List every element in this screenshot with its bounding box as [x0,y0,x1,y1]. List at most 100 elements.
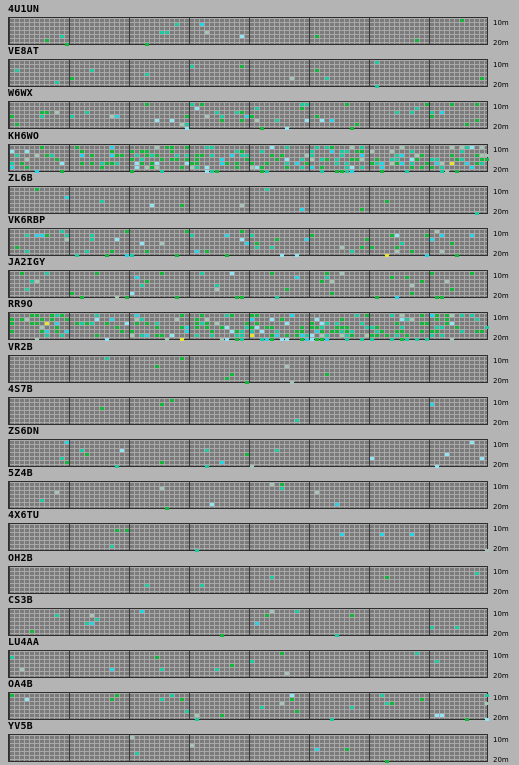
signal-cell [125,296,129,300]
signal-cell [130,334,134,338]
signal-cell [125,529,129,533]
signal-cell [180,123,184,127]
signal-cell [195,322,199,326]
signal-cell [445,280,449,284]
signal-cell [190,103,194,107]
signal-cell [395,234,399,237]
signal-cell [270,483,274,487]
band-label-10m: 10m [493,483,509,492]
signal-cell [235,330,239,334]
signal-cell [55,326,59,330]
signal-cell [460,330,464,334]
signal-cell [210,169,214,173]
signal-cell [10,656,14,659]
signal-cell [65,234,69,237]
signal-cell [150,153,154,157]
signal-cell [25,318,29,322]
band-label-20m: 20m [493,123,509,132]
signal-cell [340,149,344,153]
propagation-grid [8,143,489,173]
band-label-10m: 10m [493,145,509,154]
signal-cell [100,406,104,410]
signal-cell [235,165,239,169]
propagation-grid [8,101,488,131]
signal-cell [160,272,164,276]
signal-cell [245,380,249,384]
signal-cell [295,418,299,422]
signal-cell [195,718,199,722]
station-callsign: RR9O [8,299,33,311]
signal-cell [45,153,49,157]
signal-cell [295,334,299,338]
signal-cell [45,330,49,334]
signal-cell [265,161,269,165]
signal-cell [205,449,209,452]
signal-cell [170,398,174,402]
signal-cell [380,330,384,334]
signal-cell [315,748,319,752]
signal-cell [65,195,69,199]
signal-cell [335,169,339,173]
signal-cell [155,322,159,326]
signal-cell [40,499,44,503]
signal-cell [175,318,179,322]
signal-cell [325,77,329,81]
signal-cell [300,207,304,211]
band-label-10m: 10m [493,567,509,576]
signal-cell [480,153,484,157]
signal-cell [270,246,274,249]
signal-cell [90,153,94,157]
signal-cell [370,149,374,153]
signal-cell [150,161,154,165]
signal-cell [130,330,134,334]
band-label-10m: 10m [493,230,509,238]
signal-cell [255,242,259,245]
signal-cell [485,549,489,553]
signal-cell [145,149,149,153]
signal-cell [205,115,209,119]
signal-cell [360,145,364,149]
signal-cell [240,238,244,241]
signal-cell [420,322,424,326]
signal-cell [60,457,64,460]
signal-cell [205,145,209,149]
signal-cell [395,161,399,165]
band-label-20m: 20m [493,503,509,512]
signal-cell [115,465,119,468]
signal-cell [310,334,314,338]
signal-cell [220,633,224,637]
station-panel: ZS6DN 10m 20m [0,427,519,469]
signal-cell [280,153,284,157]
signal-cell [290,698,294,702]
band-label-10m: 10m [493,272,509,281]
band-label-20m: 20m [493,207,509,216]
signal-cell [90,621,94,625]
station-callsign: ZS6DN [8,426,40,437]
signal-cell [205,169,209,173]
signal-cell [80,153,84,157]
signal-cell [60,161,64,165]
signal-cell [270,575,274,579]
signal-cell [180,314,184,318]
signal-cell [375,157,379,161]
signal-cell [245,115,249,119]
signal-cell [325,145,329,149]
signal-cell [265,326,269,330]
signal-cell [315,69,319,73]
signal-cell [195,107,199,111]
signal-cell [195,334,199,338]
signal-cell [140,149,144,153]
signal-cell [65,441,69,444]
signal-cell [155,145,159,149]
station-panel: CS3B 10m 20m [0,595,519,638]
signal-cell [345,165,349,169]
signal-cell [25,698,29,702]
signal-cell [270,334,274,338]
signal-cell [55,111,59,115]
signal-cell [220,161,224,165]
signal-cell [340,330,344,334]
signal-cell [55,491,59,495]
signal-cell [435,296,439,300]
signal-cell [400,326,404,330]
signal-cell [305,338,309,342]
